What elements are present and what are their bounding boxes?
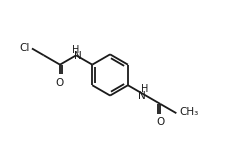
Text: N: N	[138, 90, 146, 100]
Text: CH₃: CH₃	[179, 107, 198, 117]
Text: O: O	[56, 78, 64, 88]
Text: N: N	[74, 51, 81, 61]
Text: H: H	[72, 45, 79, 55]
Text: H: H	[140, 84, 148, 94]
Text: O: O	[155, 117, 164, 127]
Text: Cl: Cl	[20, 43, 30, 53]
